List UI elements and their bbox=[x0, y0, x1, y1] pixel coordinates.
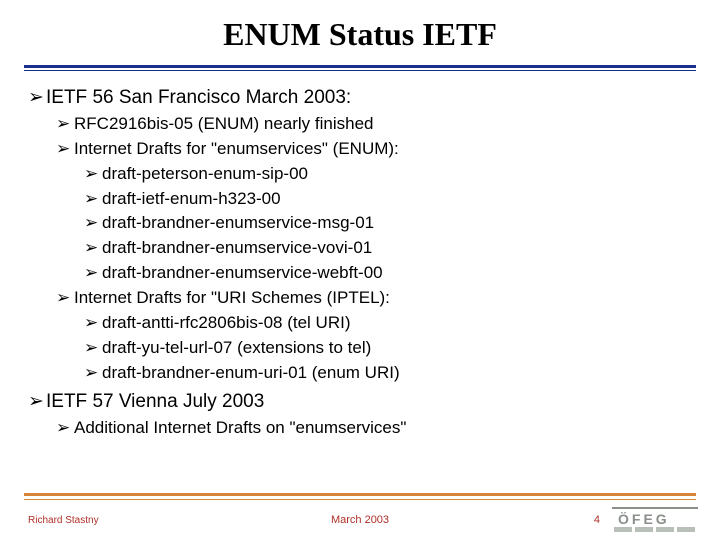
footer-rule-thick bbox=[24, 493, 696, 496]
slide: ENUM Status IETF ➢IETF 56 San Francisco … bbox=[0, 0, 720, 540]
bullet-l1: ➢IETF 56 San Francisco March 2003: bbox=[28, 85, 692, 112]
bullet-text: IETF 56 San Francisco March 2003: bbox=[46, 87, 351, 108]
bullet-text: Internet Drafts for "URI Schemes (IPTEL)… bbox=[74, 288, 390, 307]
bullet-marker: ➢ bbox=[56, 417, 74, 440]
bullet-text: IETF 57 Vienna July 2003 bbox=[46, 391, 264, 412]
bullet-l3: ➢draft-brandner-enum-uri-01 (enum URI) bbox=[84, 361, 692, 386]
bullet-l1: ➢IETF 57 Vienna July 2003 bbox=[28, 386, 692, 416]
bullet-l3: ➢draft-antti-rfc2806bis-08 (tel URI) bbox=[84, 311, 692, 336]
bullet-marker: ➢ bbox=[84, 362, 102, 385]
bullet-text: draft-brandner-enumservice-webft-00 bbox=[102, 263, 383, 282]
bullet-marker: ➢ bbox=[84, 262, 102, 285]
bullet-marker: ➢ bbox=[84, 163, 102, 186]
slide-title: ENUM Status IETF bbox=[0, 0, 720, 63]
bullet-text: RFC2916bis-05 (ENUM) nearly finished bbox=[74, 114, 374, 133]
bullet-text: draft-peterson-enum-sip-00 bbox=[102, 164, 308, 183]
bullet-text: draft-brandner-enum-uri-01 (enum URI) bbox=[102, 363, 400, 382]
bullet-text: draft-brandner-enumservice-vovi-01 bbox=[102, 238, 372, 257]
bullet-l2: ➢Additional Internet Drafts on "enumserv… bbox=[56, 416, 692, 441]
bullet-text: draft-brandner-enumservice-msg-01 bbox=[102, 213, 374, 232]
footer-rule-thin bbox=[24, 499, 696, 500]
bullet-marker: ➢ bbox=[56, 287, 74, 310]
bullet-marker: ➢ bbox=[28, 390, 46, 415]
bullet-l3: ➢draft-yu-tel-url-07 (extensions to tel) bbox=[84, 336, 692, 361]
bullet-l3: ➢draft-brandner-enumservice-webft-00 bbox=[84, 261, 692, 286]
bullet-marker: ➢ bbox=[84, 237, 102, 260]
ofeg-logo: ÖFEG bbox=[612, 504, 698, 534]
footer-page-number: 4 bbox=[594, 514, 600, 526]
bullet-l3: ➢draft-peterson-enum-sip-00 bbox=[84, 162, 692, 187]
bullet-marker: ➢ bbox=[56, 138, 74, 161]
bullet-text: draft-yu-tel-url-07 (extensions to tel) bbox=[102, 338, 371, 357]
bullet-l3: ➢draft-ietf-enum-h323-00 bbox=[84, 187, 692, 212]
title-rule-thick bbox=[24, 65, 696, 68]
content-area: ➢IETF 56 San Francisco March 2003: ➢RFC2… bbox=[0, 71, 720, 441]
footer: Richard Stastny March 2003 4 ÖFEG bbox=[0, 502, 720, 540]
bullet-marker: ➢ bbox=[84, 212, 102, 235]
bullet-marker: ➢ bbox=[84, 312, 102, 335]
bullet-marker: ➢ bbox=[84, 188, 102, 211]
bullet-marker: ➢ bbox=[84, 337, 102, 360]
bullet-text: Additional Internet Drafts on "enumservi… bbox=[74, 418, 406, 437]
bullet-text: draft-antti-rfc2806bis-08 (tel URI) bbox=[102, 313, 350, 332]
bullet-text: draft-ietf-enum-h323-00 bbox=[102, 189, 281, 208]
bullet-marker: ➢ bbox=[56, 113, 74, 136]
bullet-text: Internet Drafts for "enumservices" (ENUM… bbox=[74, 139, 399, 158]
bullet-l3: ➢draft-brandner-enumservice-vovi-01 bbox=[84, 236, 692, 261]
bullet-l2: ➢Internet Drafts for "enumservices" (ENU… bbox=[56, 137, 692, 162]
logo-text: ÖFEG bbox=[618, 511, 670, 527]
bullet-l2: ➢RFC2916bis-05 (ENUM) nearly finished bbox=[56, 112, 692, 137]
bullet-l3: ➢draft-brandner-enumservice-msg-01 bbox=[84, 211, 692, 236]
bullet-l2: ➢Internet Drafts for "URI Schemes (IPTEL… bbox=[56, 286, 692, 311]
bullet-marker: ➢ bbox=[28, 86, 46, 111]
